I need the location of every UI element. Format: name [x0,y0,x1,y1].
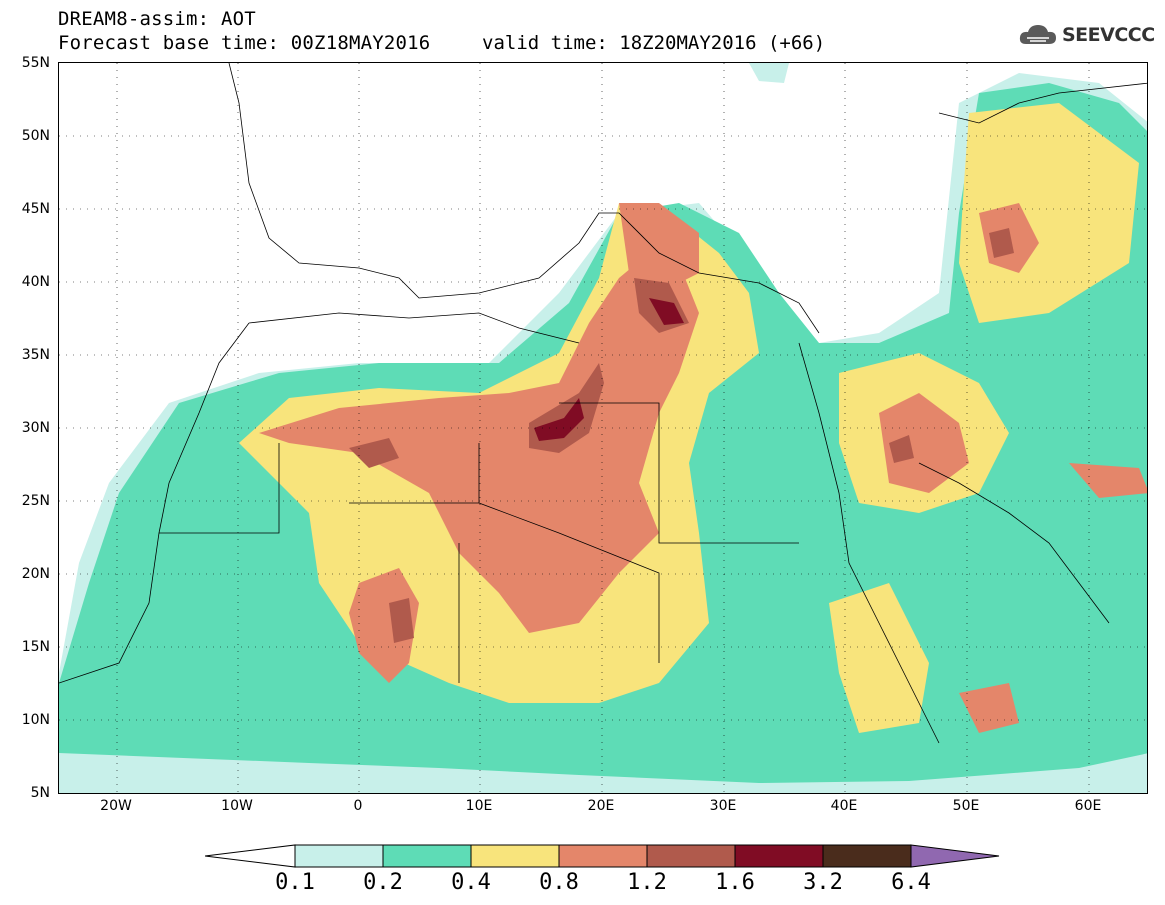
aot-band-16b [649,298,684,325]
lon-label: 50E [952,798,980,814]
colorbar-label: 1.2 [627,870,667,895]
seevccc-logo: SEEVCCC [1018,22,1155,48]
colorbar-swatch-08 [558,844,648,868]
colorbar-label: 6.4 [891,870,931,895]
lon-label: 60E [1074,798,1102,814]
lat-label: 5N [30,785,50,801]
aot-band-01b [749,63,789,83]
aot-band-16 [534,398,584,441]
colorbar-swatch-04 [470,844,560,868]
colorbar-swatch-32 [822,844,912,868]
aot-band-12f [389,598,414,643]
cloud-icon [1019,25,1056,44]
aot-band-12b [349,438,399,468]
aot-band-08c [879,393,969,493]
colorbar-label: 0.8 [539,870,579,895]
lon-label: 10E [465,798,493,814]
colorbar [205,844,1000,868]
colorbar-low-arrow [205,844,296,868]
colorbar-swatch-02 [382,844,472,868]
valid-time: valid time: 18Z20MAY2016 (+66) [482,32,826,54]
lon-label: 20W [100,798,132,814]
chart-title: DREAM8-assim: AOT [58,8,256,30]
colorbar-swatch-16 [734,844,824,868]
lon-label: 20E [587,798,615,814]
lat-label: 25N [21,493,50,509]
aot-field [59,63,1147,793]
colorbar-label: 0.2 [363,870,403,895]
colorbar-label: 0.4 [451,870,491,895]
gridlines [59,63,1147,793]
aot-band-12e [989,228,1014,258]
aot-band-08d [619,203,699,293]
lat-label: 45N [21,201,50,217]
lat-label: 10N [21,712,50,728]
lat-label: 15N [21,639,50,655]
aot-band-12d [889,435,914,463]
lon-label: 10W [221,798,253,814]
forecast-base-time: Forecast base time: 00Z18MAY2016 [58,32,431,54]
colorbar-label: 3.2 [803,870,843,895]
colorbar-swatch-12 [646,844,736,868]
lat-label: 35N [21,347,50,363]
aot-map [58,62,1148,794]
country-borders [59,63,1147,744]
aot-band-08g [959,683,1019,733]
logo-text: SEEVCCC [1062,24,1155,46]
lat-label: 40N [21,274,50,290]
colorbar-high-arrow [910,844,1000,868]
lat-label: 50N [21,128,50,144]
lon-label: 0 [353,798,363,814]
lat-label: 55N [21,55,50,71]
lon-label: 30E [709,798,737,814]
aot-band-08f [1069,463,1147,498]
colorbar-label: 0.1 [275,870,315,895]
colorbar-label: 1.6 [715,870,755,895]
aot-band-04d [829,583,929,733]
aot-band-08b [349,568,419,683]
lon-label: 40E [830,798,858,814]
lat-label: 20N [21,566,50,582]
lat-label: 30N [21,420,50,436]
colorbar-swatch-01 [294,844,384,868]
